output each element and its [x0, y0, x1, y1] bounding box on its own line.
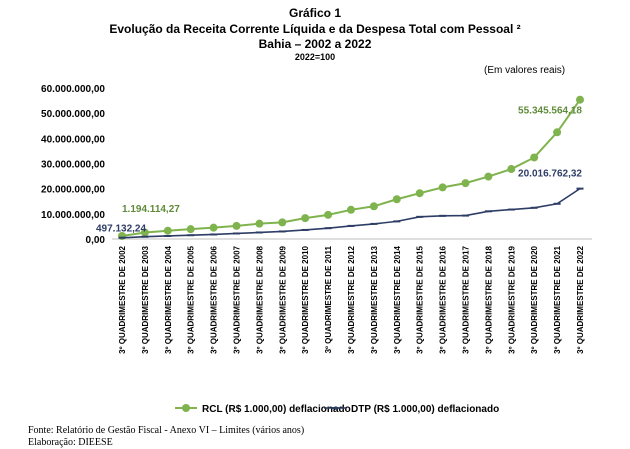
x-tick-label: 3º QUADRIMESTRE DE 2008	[255, 245, 264, 353]
x-tick-label: 3º QUADRIMESTRE DE 2015	[416, 245, 425, 353]
x-tick-label: 3º QUADRIMESTRE DE 2003	[141, 245, 150, 353]
legend-label-rcl: RCL (R$ 1.000,00) deflacionado	[202, 404, 351, 415]
rcl-data-point	[507, 165, 516, 174]
dtp-data-point	[118, 236, 126, 239]
dtp-data-point	[233, 232, 240, 235]
elaboration-note: Elaboração: DIEESE	[28, 437, 113, 448]
rcl-data-point	[140, 228, 149, 237]
dtp-data-point	[324, 227, 332, 230]
x-tick-label: 3º QUADRIMESTRE DE 2016	[439, 245, 448, 353]
y-tick-label: 60.000.000,00	[41, 84, 105, 95]
data-label: 55.345.564,18	[518, 106, 582, 117]
x-tick-label: 3º QUADRIMESTRE DE 2020	[530, 245, 539, 353]
dtp-data-point	[164, 234, 172, 237]
rcl-data-point	[530, 153, 539, 162]
rcl-data-point	[576, 95, 584, 104]
dtp-data-point	[210, 233, 218, 236]
units-note: (Em valores reais)	[484, 65, 566, 76]
rcl-data-point	[255, 219, 264, 228]
rcl-data-point	[392, 195, 401, 204]
chart-subtitle: Evolução da Receita Corrente Líquida e d…	[109, 22, 521, 36]
dtp-data-point	[439, 214, 447, 217]
x-tick-label: 3º QUADRIMESTRE DE 2007	[233, 245, 242, 353]
x-tick-label: 3º QUADRIMESTRE DE 2013	[370, 245, 379, 353]
rcl-data-point	[232, 221, 241, 230]
x-tick-label: 3º QUADRIMESTRE DE 2018	[484, 245, 493, 353]
x-tick-label: 3º QUADRIMESTRE DE 2019	[507, 245, 516, 353]
rcl-data-point	[186, 225, 195, 234]
x-tick-label: 3º QUADRIMESTRE DE 2002	[118, 245, 127, 353]
dtp-data-point	[530, 206, 538, 209]
dtp-data-point	[484, 210, 492, 213]
x-tick-label: 3º QUADRIMESTRE DE 2005	[187, 245, 196, 353]
legend-label-dtp: DTP (R$ 1.000,00) deflacionado	[351, 404, 499, 415]
rcl-data-point	[347, 205, 355, 214]
x-tick-label: 3º QUADRIMESTRE DE 2010	[301, 245, 310, 353]
y-tick-label: 10.000.000,00	[41, 210, 105, 221]
x-tick-label: 3º QUADRIMESTRE DE 2011	[324, 245, 333, 353]
x-tick-label: 3º QUADRIMESTRE DE 2006	[210, 245, 219, 353]
x-tick-label: 3º QUADRIMESTRE DE 2004	[164, 245, 173, 353]
dtp-data-point	[141, 235, 149, 238]
dtp-data-point	[576, 187, 584, 190]
x-tick-label: 3º QUADRIMESTRE DE 2021	[553, 245, 562, 353]
chart-region: Bahia – 2002 a 2022	[258, 37, 372, 51]
y-tick-label: 50.000.000,00	[41, 109, 105, 120]
dtp-data-point	[347, 224, 355, 227]
rcl-data-point	[438, 183, 447, 192]
dtp-data-point	[462, 214, 469, 217]
rcl-data-point	[324, 210, 333, 219]
y-tick-label: 40.000.000,00	[41, 134, 105, 145]
rcl-data-point	[301, 214, 310, 223]
y-tick-label: 20.000.000,00	[41, 185, 105, 196]
dtp-data-point	[278, 230, 286, 233]
x-tick-label: 3º QUADRIMESTRE DE 2017	[462, 245, 471, 353]
rcl-data-point	[415, 189, 424, 198]
dtp-data-point	[370, 222, 378, 225]
source-note: Fonte: Relatório de Gestão Fiscal - Anex…	[28, 425, 305, 436]
x-tick-label: 3º QUADRIMESTRE DE 2014	[393, 245, 402, 353]
rcl-data-point	[209, 223, 218, 232]
dtp-data-point	[187, 234, 195, 237]
rcl-data-point	[163, 226, 172, 235]
data-label: 1.194.114,27	[122, 204, 180, 215]
rcl-data-point	[369, 202, 378, 211]
rcl-data-point	[278, 218, 287, 227]
x-tick-label: 3º QUADRIMESTRE DE 2009	[278, 245, 287, 353]
rcl-data-point	[484, 172, 493, 181]
dtp-data-point	[255, 231, 263, 234]
data-label: 497.132,24	[96, 224, 146, 235]
x-tick-label: 3º QUADRIMESTRE DE 2022	[576, 245, 585, 353]
chart-title: Gráfico 1	[288, 6, 342, 20]
dtp-data-point	[301, 228, 309, 231]
dtp-data-point	[507, 208, 515, 211]
y-tick-label: 30.000.000,00	[41, 160, 105, 171]
rcl-data-point	[461, 179, 470, 188]
dtp-data-point	[393, 220, 401, 223]
y-tick-label: 0,00	[86, 235, 106, 246]
x-tick-label: 3º QUADRIMESTRE DE 2012	[347, 245, 356, 353]
data-label: 20.016.762,32	[518, 169, 582, 180]
legend-marker-dtp	[331, 407, 339, 409]
chart-base-note: 2022=100	[294, 52, 336, 62]
rcl-data-point	[553, 128, 562, 137]
dtp-data-point	[416, 215, 424, 218]
legend-marker-rcl	[182, 404, 190, 412]
dtp-data-point	[553, 202, 561, 205]
